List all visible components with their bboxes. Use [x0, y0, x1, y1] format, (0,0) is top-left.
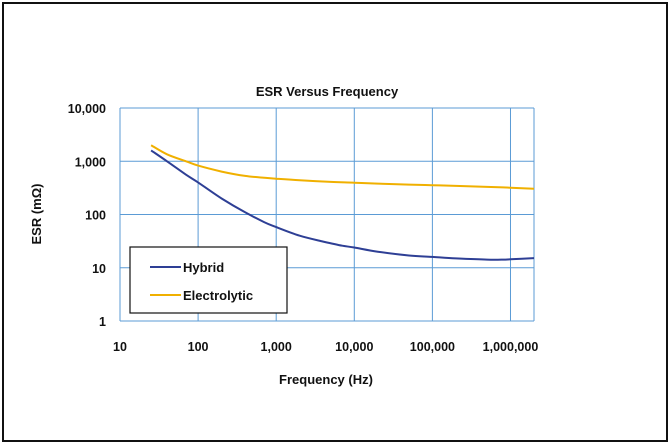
legend: Hybrid Electrolytic [129, 246, 288, 314]
y-tick-label-0: 1 [99, 315, 106, 329]
series-line-hybrid [150, 149, 535, 261]
x-axis-label: Frequency (Hz) [279, 372, 373, 387]
x-tick-label-2: 1,000 [261, 340, 292, 354]
y-axis-label: ESR (mΩ) [29, 184, 44, 245]
x-tick-label-5: 1,000,000 [483, 340, 539, 354]
x-tick-label-3: 10,000 [335, 340, 373, 354]
y-tick-labels: 1 10 100 1,000 10,000 [68, 102, 106, 329]
x-tick-labels: 10 100 1,000 10,000 100,000 1,000,000 [113, 340, 538, 354]
legend-box [129, 246, 288, 314]
legend-label-hybrid: Hybrid [183, 260, 224, 275]
y-tick-label-3: 1,000 [75, 155, 106, 169]
x-tick-label-0: 10 [113, 340, 127, 354]
y-tick-label-1: 10 [92, 262, 106, 276]
chart-frame: 10 100 1,000 10,000 100,000 1,000,000 1 10 100 1… [2, 2, 668, 442]
y-tick-label-2: 100 [85, 209, 106, 223]
x-tick-label-1: 100 [188, 340, 209, 354]
x-tick-label-4: 100,000 [410, 340, 455, 354]
legend-label-electrolytic: Electrolytic [183, 288, 253, 303]
esr-chart: 10 100 1,000 10,000 100,000 1,000,000 1101001… [29, 84, 538, 387]
series-line-electrolytic [150, 144, 535, 190]
y-tick-label-4: 10,000 [68, 102, 106, 116]
series-layer [150, 144, 535, 261]
chart-title: ESR Versus Frequency [256, 84, 399, 99]
